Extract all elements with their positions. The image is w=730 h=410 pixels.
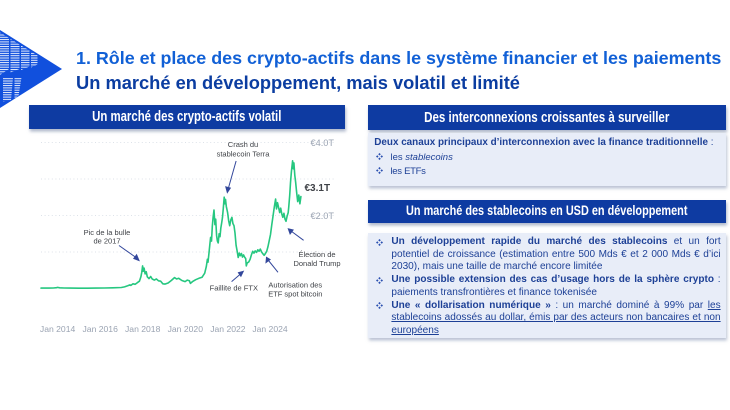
svg-text:Jan 2016: Jan 2016 bbox=[83, 324, 119, 334]
svg-text:Jan 2018: Jan 2018 bbox=[125, 324, 161, 334]
svg-text:€2.0T: €2.0T bbox=[311, 211, 335, 221]
svg-text:Jan 2020: Jan 2020 bbox=[168, 324, 204, 334]
svg-text:Faillite de FTX: Faillite de FTX bbox=[210, 284, 258, 293]
svg-text:Jan 2024: Jan 2024 bbox=[252, 324, 288, 334]
svg-text:Pic de la bulle: Pic de la bulle bbox=[84, 228, 131, 237]
svg-text:de 2017: de 2017 bbox=[93, 236, 120, 245]
svg-text:ETF spot bitcoin: ETF spot bitcoin bbox=[268, 289, 322, 298]
svg-text:€3.1T: €3.1T bbox=[305, 183, 331, 194]
svg-text:Donald Trump: Donald Trump bbox=[293, 259, 340, 268]
svg-text:stablecoin Terra: stablecoin Terra bbox=[217, 149, 271, 158]
svg-text:Élection de: Élection de bbox=[298, 250, 335, 259]
svg-text:Autorisation des: Autorisation des bbox=[268, 281, 322, 290]
svg-text:€4.0T: €4.0T bbox=[311, 138, 335, 148]
svg-text:Crash du: Crash du bbox=[228, 140, 258, 149]
svg-text:Jan 2014: Jan 2014 bbox=[40, 324, 76, 334]
svg-text:Jan 2022: Jan 2022 bbox=[210, 324, 246, 334]
